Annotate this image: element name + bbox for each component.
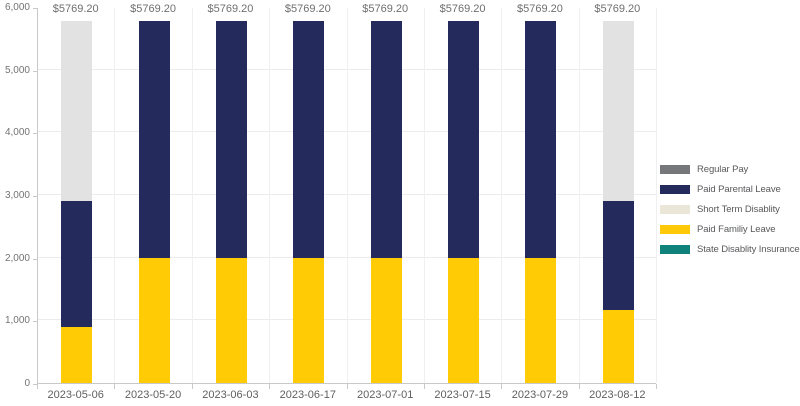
bar-segment-short-term-disablity[interactable] — [61, 21, 93, 201]
legend-item-short-term-disablity[interactable]: Short Term Disablity — [660, 199, 800, 219]
v-gridline — [346, 8, 348, 383]
x-axis-tick — [423, 384, 425, 389]
bar-total-label: $5769.20 — [207, 3, 254, 15]
x-axis-category-label: 2023-06-03 — [202, 389, 259, 401]
y-axis-tick — [33, 133, 38, 135]
x-axis-category-label: 2023-05-20 — [124, 389, 182, 401]
bar-total-label: $5769.20 — [284, 3, 331, 15]
bar-segment-paid-parental-leave[interactable] — [138, 21, 170, 258]
bar-segment-paid-familiy-leave[interactable] — [602, 310, 634, 383]
x-axis-category-label: 2023-06-17 — [279, 389, 336, 401]
y-axis-tick — [33, 196, 38, 197]
x-axis-category-label: 2023-08-12 — [589, 389, 646, 401]
bar-total-label: $5769.20 — [362, 3, 409, 15]
bar-segment-paid-parental-leave[interactable] — [370, 21, 402, 258]
legend-item-regular-pay[interactable]: Regular Pay — [660, 159, 800, 179]
y-axis-tick — [33, 70, 38, 72]
legend: Regular Pay Paid Parental Leave Short Term… — [660, 159, 800, 259]
legend-label: Regular Pay — [697, 163, 749, 175]
legend-swatch — [660, 184, 690, 194]
bar-segment-paid-familiy-leave[interactable] — [448, 257, 480, 383]
legend-item-paid-familiy-leave[interactable]: Paid Familiy Leave — [660, 219, 800, 239]
legend-label: State Disablity Insurance — [697, 243, 800, 255]
bar-total-label: $5769.20 — [130, 3, 176, 15]
y-axis-tick — [33, 258, 38, 260]
legend-item-paid-parental-leave[interactable]: Paid Parental Leave — [660, 179, 800, 199]
bar-segment-paid-parental-leave[interactable] — [293, 21, 325, 258]
y-axis-tick — [33, 321, 38, 323]
bar-segment-paid-parental-leave[interactable] — [448, 21, 480, 258]
v-gridline — [656, 8, 657, 383]
legend-swatch — [660, 244, 690, 254]
bar-segment-paid-familiy-leave[interactable] — [61, 327, 93, 383]
legend-item-state-disablity-insurance[interactable]: State Disablity Insurance — [660, 239, 800, 259]
y-axis-tick-label: 4,000 — [4, 127, 30, 139]
x-axis-category-label: 2023-07-29 — [511, 389, 569, 401]
bar-segment-paid-familiy-leave[interactable] — [215, 257, 247, 383]
x-axis-tick — [656, 384, 657, 389]
legend-label: Paid Familiy Leave — [697, 223, 776, 235]
bar-total-label: $5769.20 — [52, 3, 99, 15]
y-axis-tick-label: 5,000 — [4, 64, 30, 76]
v-gridline — [269, 8, 271, 383]
v-gridline — [501, 8, 503, 383]
y-axis-tick-label: 2,000 — [4, 252, 30, 264]
bar-segment-paid-parental-leave[interactable] — [215, 21, 247, 258]
x-axis-tick — [114, 384, 116, 389]
y-axis-tick — [33, 384, 38, 385]
legend-swatch — [660, 204, 690, 214]
bar-segment-paid-parental-leave[interactable] — [61, 200, 93, 328]
x-axis-tick — [37, 384, 38, 389]
bar-total-label: $5769.20 — [594, 3, 641, 15]
legend-swatch — [660, 164, 690, 174]
bar-total-label: $5769.20 — [516, 3, 563, 15]
bar-segment-paid-familiy-leave[interactable] — [138, 257, 170, 383]
x-axis-category-label: 2023-05-06 — [47, 389, 104, 401]
bar-segment-paid-familiy-leave[interactable] — [293, 257, 325, 383]
y-axis-tick-label: 1,000 — [4, 315, 30, 327]
x-axis-tick — [501, 384, 503, 389]
y-axis-tick — [33, 8, 38, 9]
v-gridline — [578, 8, 580, 383]
bar-total-label: $5769.20 — [439, 3, 486, 15]
v-gridline — [423, 8, 425, 383]
legend-swatch — [660, 224, 690, 234]
legend-label: Short Term Disablity — [697, 203, 780, 215]
y-axis-tick-label: 6,000 — [4, 2, 30, 13]
bar-segment-short-term-disablity[interactable] — [602, 21, 634, 201]
y-axis-tick-label: 3,000 — [4, 190, 30, 201]
v-gridline — [191, 8, 193, 383]
plot-area — [37, 8, 657, 384]
y-axis-tick-label: 0 — [24, 378, 30, 389]
x-axis-tick — [269, 384, 271, 389]
bar-segment-paid-familiy-leave[interactable] — [370, 257, 402, 383]
bar-segment-paid-familiy-leave[interactable] — [525, 257, 557, 383]
x-axis-category-label: 2023-07-01 — [357, 389, 414, 401]
x-axis-category-label: 2023-07-15 — [434, 389, 491, 401]
x-axis-tick — [346, 384, 348, 389]
legend-label: Paid Parental Leave — [697, 183, 781, 195]
x-axis-tick — [578, 384, 580, 389]
v-gridline — [114, 8, 116, 383]
x-axis-tick — [191, 384, 193, 389]
bar-segment-paid-parental-leave[interactable] — [525, 21, 557, 258]
bar-segment-paid-parental-leave[interactable] — [602, 200, 634, 311]
